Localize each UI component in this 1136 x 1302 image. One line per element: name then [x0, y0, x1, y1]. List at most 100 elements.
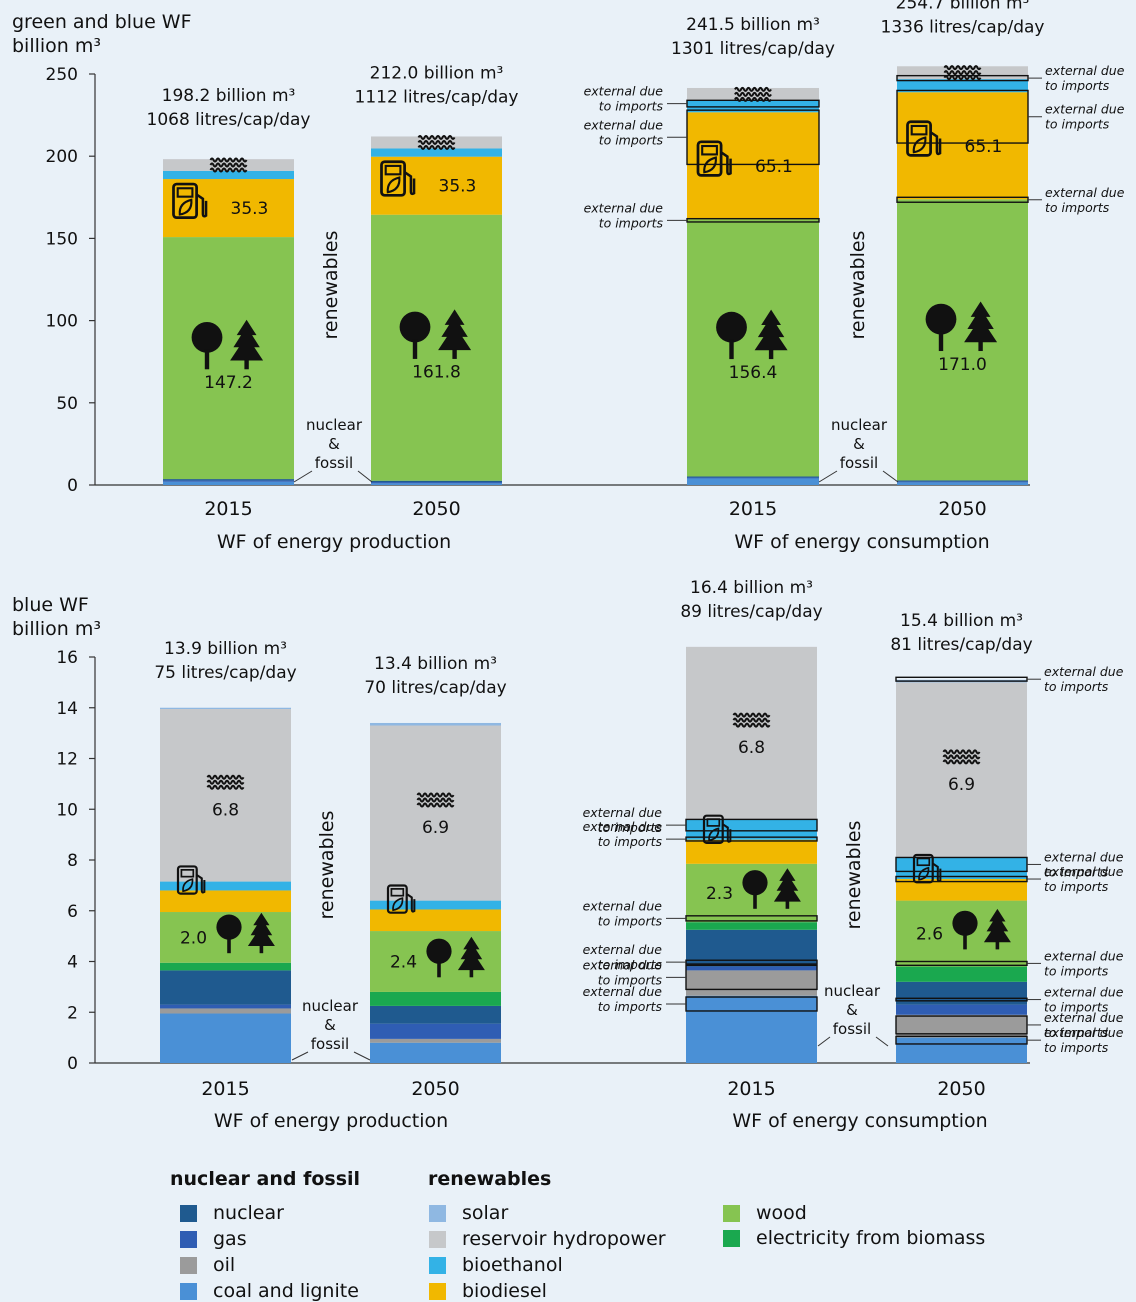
- p0-bar0-wood-value: 147.2: [204, 373, 253, 393]
- p0-bar0-fuel-icon: [172, 182, 208, 220]
- p0-bar0-total-volume: 198.2 billion m³: [162, 86, 296, 106]
- legend-label-solar: solar: [462, 1202, 509, 1224]
- p0-bar2-hydro-icon: [734, 86, 772, 102]
- p1-bar3-import-note-line-1: external due: [1044, 1010, 1124, 1025]
- legend-item-oil: oil: [180, 1254, 235, 1276]
- p1-bar2-hydro-icon-line: [732, 722, 771, 728]
- p1-bar2-import-note-line-2: to imports: [598, 972, 663, 987]
- p0-bar2-trees-icon-crown: [716, 311, 747, 343]
- p1-bar0-hydro-icon-line: [206, 774, 245, 780]
- p1-bar0-trees-icon-fir: [247, 912, 275, 946]
- p1-bar0-segment-gas: [160, 1004, 291, 1009]
- p1-bar2-import-note-line-2: to imports: [598, 913, 663, 928]
- p1-bar0-trees-icon-crown: [216, 914, 242, 940]
- p1-bar2-import-note-line-1: external due: [583, 957, 663, 972]
- p0-y-tick-label: 250: [46, 65, 78, 85]
- p0-bar1-trees-icon-fir-trunk: [452, 349, 457, 359]
- p0-bar1-fuel-icon-nozzle: [403, 171, 416, 196]
- p1-bar0-segment-bioethanol: [160, 881, 291, 891]
- p0-bar2-import-note-line-1: external due: [584, 200, 664, 215]
- p1-bar3-fuel-icon-nozzle: [932, 862, 942, 883]
- p1-bar3-trees-icon-trunk: [963, 933, 967, 950]
- p0-bar0-trees-icon-trunk: [204, 349, 210, 370]
- p1-bar0-total-volume: 13.9 billion m³: [164, 639, 287, 659]
- p0-bar0-trees-icon: [191, 319, 264, 370]
- p0-bar0-hydro-icon-line: [209, 167, 248, 173]
- p1-bar3-import-note-line-1: external due: [1044, 948, 1124, 963]
- p1-bar0-segment-nuclear: [160, 970, 291, 1005]
- legend-swatch-coal: [180, 1282, 197, 1300]
- p1-renewables-label: renewables: [843, 821, 865, 930]
- p0-bar0-segment-wood: [163, 237, 294, 480]
- p0-bar3-trees-icon-trunk: [938, 331, 944, 352]
- p1-bar0-hydro-value: 6.8: [212, 800, 239, 820]
- p0-y-tick-label: 100: [46, 312, 78, 332]
- p0-bar3-segment-coal: [897, 482, 1028, 485]
- p0-bar1-fuel-icon-window: [384, 164, 402, 176]
- p1-fossil-pointer: [291, 1051, 309, 1061]
- p0-bar2-fuel-icon-nozzle: [720, 151, 732, 176]
- p0-fossil-note-line-1: nuclear: [831, 416, 888, 434]
- legend-swatch-oil: [180, 1256, 197, 1274]
- bottom-panel-title-line-2: billion m³: [12, 618, 102, 640]
- p1-bar3-import-note-line-2: to imports: [1044, 1000, 1109, 1015]
- p1-bar3-fuel-icon-leaf: [918, 866, 930, 881]
- p1-bar0-trees-icon-fir-trunk: [259, 945, 264, 954]
- p1-bar2-hydro-icon-line: [732, 712, 771, 718]
- p1-bar1-trees-icon-fir-trunk: [469, 969, 474, 978]
- p0-fossil-pointer: [293, 470, 313, 483]
- p1-bar1-wood-value: 2.4: [390, 953, 417, 973]
- p1-bar1-fuel-icon-body: [386, 884, 408, 914]
- p1-bar1-fuel-icon: [386, 884, 416, 914]
- p0-fossil-note-line-3: fossil: [840, 454, 878, 472]
- p1-bar2-import-note-line-1: external due: [583, 819, 663, 834]
- p0-y-tick-label: 150: [46, 229, 78, 249]
- p1-bar2-total-per-capita: 89 litres/cap/day: [680, 602, 822, 622]
- p1-bar2-import-note-line-1: external due: [583, 898, 663, 913]
- p1-bar0-fuel-icon-leaf: [182, 878, 194, 893]
- p1-bar2-hydro-icon-line: [732, 717, 771, 723]
- p1-bar3-x-label: 2050: [937, 1078, 985, 1100]
- p0-bar1-hydro-icon: [417, 135, 456, 150]
- p1-bar0-segment-biodiesel: [160, 890, 291, 913]
- p1-bar2-trees-icon: [742, 868, 801, 909]
- p0-bar3-hydro-icon-line: [943, 75, 982, 81]
- p1-bar3-segment-elec_biomass: [896, 966, 1027, 982]
- p0-bar0-segment-coal: [163, 481, 294, 485]
- p1-y-tick-label: 6: [67, 902, 78, 922]
- p1-y-tick-label: 0: [67, 1054, 78, 1074]
- p1-bar1-trees-icon: [426, 936, 485, 978]
- p0-bar3-fuel-icon-leaf: [912, 136, 927, 154]
- p0-bar2-segment-gas: [687, 477, 819, 479]
- p1-bar3-segment-gas: [896, 1004, 1027, 1015]
- p0-bar0-hydro-icon-line: [209, 162, 248, 168]
- legend-label-wood: wood: [756, 1202, 807, 1224]
- p1-fossil-note-line-2: &: [324, 1016, 336, 1034]
- legend-swatch-elec-biomass: [723, 1229, 740, 1247]
- p0-bar1-segment-nuclear: [371, 480, 502, 483]
- p1-y-tick-label: 12: [56, 750, 78, 770]
- legend-swatch-biodiesel: [429, 1282, 446, 1300]
- p1-bar0-segment-coal: [160, 1013, 291, 1063]
- legend-swatch-bioethanol: [429, 1256, 446, 1274]
- p1-bar3-import-note-line-2: to imports: [1044, 1025, 1109, 1040]
- p0-bar0-trees-icon-fir: [230, 319, 264, 361]
- p1-bar3-import-note-line-1: external due: [1044, 1025, 1124, 1040]
- p1-y-tick-label: 10: [56, 800, 78, 820]
- top-panel-title-line-1: green and blue WF: [12, 11, 192, 33]
- p1-bar0-hydro-icon-line: [206, 779, 245, 785]
- p1-bar2-import-note-line-1: external due: [583, 805, 663, 820]
- p1-fossil-pointer: [875, 1036, 889, 1047]
- p1-group-label: WF of energy production: [214, 1110, 448, 1132]
- p0-bar3-segment-bioethanol: [897, 79, 1028, 93]
- p1-bar3-total-volume: 15.4 billion m³: [900, 611, 1023, 631]
- p1-bar3-wood-value: 2.6: [916, 925, 943, 945]
- p0-bar3-fuel-icon-body: [906, 120, 932, 157]
- legend-swatch-nuclear: [180, 1204, 197, 1222]
- p0-bar1-fuel-icon: [380, 160, 416, 197]
- p0-bar0-segment-bioethanol: [163, 170, 294, 180]
- p1-bar3-hydro-icon-line: [942, 749, 981, 755]
- p0-bar3-total-volume: 254.7 billion m³: [896, 0, 1030, 13]
- p1-bar2-segment-oil: [686, 970, 817, 996]
